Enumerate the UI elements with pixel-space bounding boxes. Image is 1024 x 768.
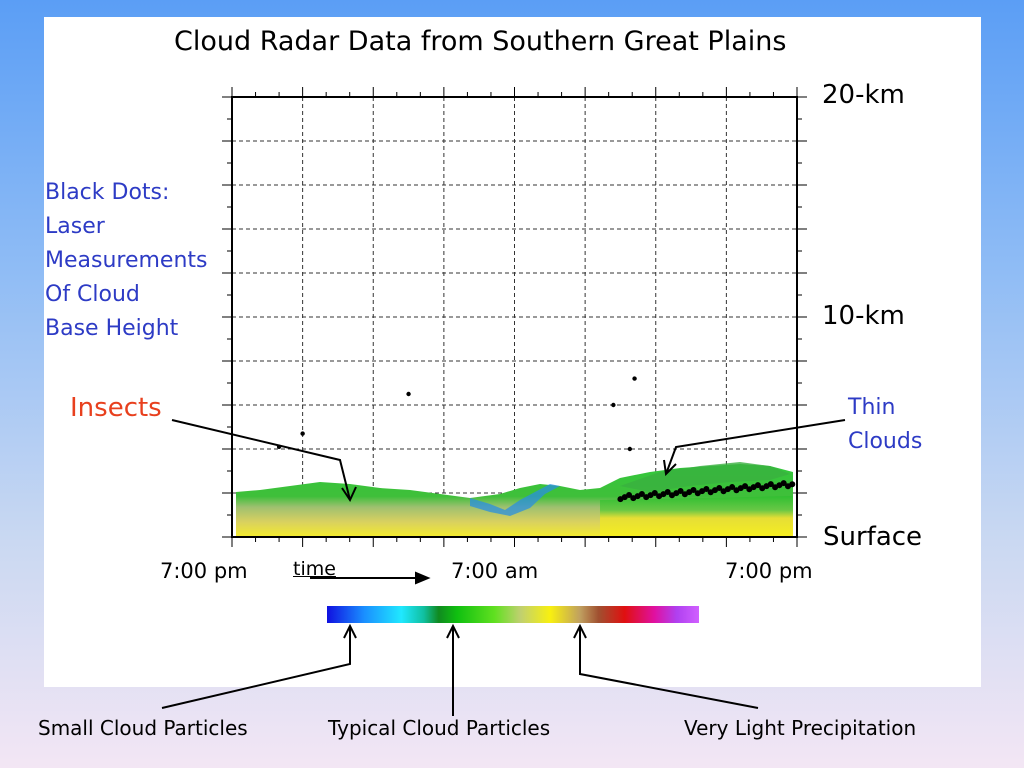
time-arrow [310,571,431,585]
chart-panel [44,17,981,687]
scale-label-typical-cloud-particles: Typical Cloud Particles [328,716,551,740]
y-label-surface: Surface [823,522,923,552]
black-dots-note-line: Of Cloud [45,282,140,307]
time-label-text: time [293,558,336,580]
scale-pointer-precip [573,623,759,709]
scale-pointer-typical [446,623,460,716]
laser-cloud-base-dot [626,491,633,498]
black-dots-note-line: Measurements [45,248,208,273]
thin-cloud-echo [620,462,790,492]
laser-cloud-base-dot [703,486,710,493]
laser-cloud-base-dot [677,488,684,495]
laser-cloud-base-dot [754,482,761,489]
scale-pointer-small [161,623,357,709]
scale-label-small-cloud-particles: Small Cloud Particles [38,716,248,740]
black-dots-note-line: Laser [45,214,105,239]
radar-echo-right-yellow [600,496,793,536]
x-tick-label-start: 7:00 pm [160,559,248,583]
y-label-20km: 20-km [822,80,905,110]
laser-cloud-base-dot [767,481,774,488]
radar-echo-blue-fringe [470,484,560,516]
y-label-10km: 10-km [822,301,905,331]
insects-label: Insects [70,393,162,423]
black-dots-note-line: Black Dots: [45,180,170,205]
thin-clouds-label: Thin Clouds [848,391,948,459]
laser-cloud-base-dot [729,484,736,491]
thin-clouds-line: Thin [848,395,896,420]
laser-cloud-base-dot [632,376,637,381]
x-tick-label-middle: 7:00 am [451,559,539,583]
black-dots-note-line: Base Height [45,316,179,341]
laser-cloud-base-dot [406,391,411,397]
x-axis-label: time [293,558,336,580]
laser-cloud-base-dot [638,490,645,497]
laser-cloud-base-dot [716,485,723,492]
thin-clouds-line: Clouds [848,429,923,454]
laser-cloud-base-dot [664,489,671,496]
insects-arrow [171,419,357,503]
laser-cloud-base-dot [789,481,796,488]
laser-cloud-base-dot [651,490,658,496]
reflectivity-color-scale [327,606,699,623]
x-tick-label-end: 7:00 pm [725,559,813,583]
laser-cloud-base-dot [300,431,305,436]
chart-title: Cloud Radar Data from Southern Great Pla… [174,26,787,57]
black-dots-note: Black Dots: Laser Measurements Of Cloud … [45,176,245,346]
laser-cloud-base-dot [690,487,697,494]
scale-label-very-light-precipitation: Very Light Precipitation [684,716,917,740]
laser-cloud-base-dot [611,402,616,408]
laser-cloud-base-dot [627,446,633,452]
thin-clouds-arrow [663,419,846,477]
laser-cloud-base-dot [742,483,749,490]
laser-cloud-base-dot [780,480,787,487]
